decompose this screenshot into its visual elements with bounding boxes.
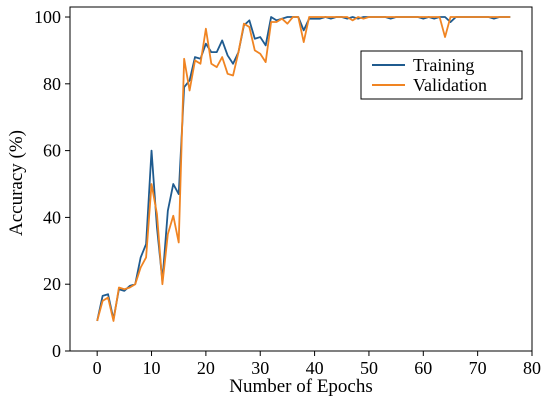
legend-box: [360, 50, 523, 100]
x-tick-label: 0: [93, 358, 102, 378]
y-axis-label: Accuracy (%): [6, 130, 27, 236]
x-tick-label: 10: [143, 358, 161, 378]
y-tick-label: 0: [52, 341, 61, 361]
x-tick-label: 30: [251, 358, 269, 378]
y-tick-label: 60: [43, 141, 61, 161]
x-tick-label: 70: [469, 358, 487, 378]
y-axis: 0 20 40 60 80 100: [34, 7, 70, 361]
legend-label-training: Training: [413, 55, 474, 75]
y-tick-label: 100: [34, 7, 61, 27]
plot-frame: [69, 6, 533, 352]
y-tick-label: 20: [43, 274, 61, 294]
x-tick-label: 40: [306, 358, 324, 378]
series-line-training: [96, 16, 511, 322]
y-tick-label: 80: [43, 74, 61, 94]
y-tick-label: 40: [43, 207, 61, 227]
x-axis-label: Number of Epochs: [229, 376, 373, 397]
x-axis: 0 10 20 30 40 50 60 70 80: [93, 351, 541, 378]
x-tick-label: 50: [360, 358, 378, 378]
x-tick-label: 60: [414, 358, 432, 378]
x-tick-label: 80: [523, 358, 541, 378]
plot-area: [69, 6, 533, 352]
x-tick-label: 20: [197, 358, 215, 378]
series-line-validation: [96, 16, 511, 322]
legend-label-validation: Validation: [413, 75, 487, 95]
